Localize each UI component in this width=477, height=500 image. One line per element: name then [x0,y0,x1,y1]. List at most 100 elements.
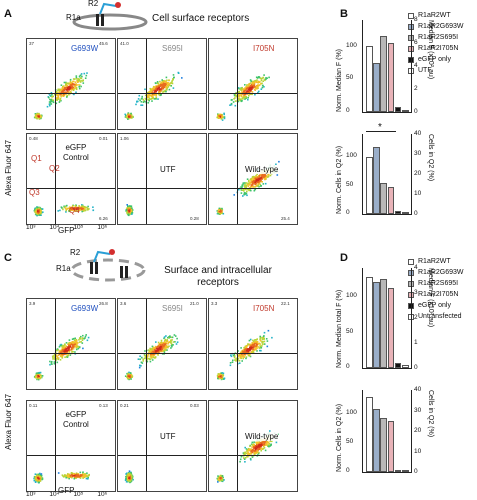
quadrant-value: 1.06 [120,136,129,141]
legend-label: eGFP only [418,56,451,63]
legend-label: UTF [418,67,432,74]
y-tick-right: 8 [414,16,418,23]
legend-label: eGFP only [418,302,451,309]
quadrant-value: 0.21 [120,403,129,408]
gate-horizontal [209,353,297,354]
gate-horizontal [118,455,206,456]
sample-label: eGFP Control [63,410,89,430]
panel-c-yaxis: Alexa Fluor 647 [4,393,13,450]
schematic-a-icon [72,2,148,31]
flow-density-plot [216,329,273,381]
quadrant-value: 3.9 [29,301,36,306]
flow-plot: 41.0 S695I [117,38,207,130]
quadrant-value: 0.13 [99,403,108,408]
sample-label: Wild-type [245,432,279,441]
quadrant-value: 3.6 [120,301,127,306]
flow-plot: Wild-type [208,400,298,492]
x-tick: 10⁵ [73,491,84,498]
flow-density-plot [216,160,280,215]
gate-horizontal [209,188,297,189]
legend-label: R1aR2WT [418,258,451,265]
bar [373,146,380,214]
bar [366,397,373,472]
y-tick-right: 0 [414,364,418,371]
flow-density-plot [124,71,183,120]
flow-plot: 3.3 22.1 I705N [208,298,298,390]
y-axis-label-right: Cells in Q2 (%) [427,134,434,182]
gate-vertical [237,299,238,389]
y-tick-right: 10 [414,190,422,197]
y-tick-left: 100 [346,152,357,160]
bar [387,43,395,112]
gate-vertical [55,39,56,129]
y-tick-right: 40 [414,386,422,393]
quadrant-value: 0.11 [29,403,38,408]
y-tick-right: 40 [414,130,422,137]
gate-horizontal [209,455,297,456]
bar [373,62,380,112]
flow-density-plot [125,204,134,217]
panel-c-letter: C [4,252,12,264]
x-tick-labels: 10³ 10⁴ 10⁵ 10⁶ [26,224,121,231]
gate-vertical [146,39,147,129]
y-tick-right: 4 [414,264,418,271]
gate-vertical [146,299,147,389]
y-tick-left: 0 [346,467,350,474]
y-axis-label-right: Median F (x10² au) [427,20,434,80]
gate-horizontal [27,93,115,94]
flow-plot: 3.9 26.8 G693W [26,298,116,390]
y-axis-label-right: Median F (x10³ au) [427,268,434,328]
bar [394,470,402,472]
gate-vertical [146,134,147,224]
schematic-c-icon [70,249,146,282]
flow-density-plot [33,204,95,217]
y-axis-label-left: Norm. Median F (%) [336,48,343,112]
gate-vertical [55,299,56,389]
flow-plot: 0.11 0.13 eGFP Control [26,400,116,492]
y-tick-left: 50 [346,180,354,188]
quadrant-value: 41.0 [120,41,129,46]
y-axis-label-left: Norm. Cells in Q2 (%) [336,403,343,472]
flow-plot: I705N [208,38,298,130]
y-axis-label-left: Norm. Cells in Q2 (%) [336,145,343,214]
quadrant-value: 21.0 [190,301,199,306]
flow-plot: 25.4 Wild-type [208,133,298,225]
y-tick-right: 3 [414,289,418,296]
sample-label: S695I [162,304,183,313]
panel-a-letter: A [4,8,12,20]
sample-label: UTF [160,165,176,174]
quadrant-name: Q4 [69,206,80,215]
flow-density-plot [124,470,134,484]
x-tick: 10⁵ [73,224,84,231]
quadrant-value: 37 [29,41,35,46]
bar [380,182,387,214]
bar [373,281,380,368]
y-tick-left: 50 [346,327,354,335]
bar [387,421,395,472]
bar [402,110,409,112]
panel-c-xaxis: GFP [58,486,75,495]
flow-density-plot [216,430,279,483]
gate-horizontal [27,455,115,456]
y-tick-right: 0 [414,108,418,115]
legend-item: R1aR2WT [408,12,451,19]
y-tick-right: 10 [414,447,422,455]
y-tick-left: 0 [346,209,350,216]
bar-chart-frame [362,268,412,369]
sample-label: Wild-type [245,165,279,174]
gate-vertical [146,401,147,491]
schematic-a-r1a: R1a [66,13,81,22]
schematic-a-r2: R2 [88,0,99,8]
y-tick-right: 6 [414,39,418,46]
quadrant-value: 25.4 [281,216,290,221]
y-tick-right: 0 [414,468,418,475]
quadrant-value: 0.03 [190,403,199,408]
y-tick-right: 20 [414,170,422,177]
bar-chart-frame [362,390,412,473]
bar [366,277,373,368]
gate-horizontal [27,353,115,354]
quadrant-value: 22.1 [281,301,290,306]
bar [394,106,402,112]
x-tick: 10³ [26,491,36,498]
flow-plot: 1.06 0.28 UTF [117,133,207,225]
